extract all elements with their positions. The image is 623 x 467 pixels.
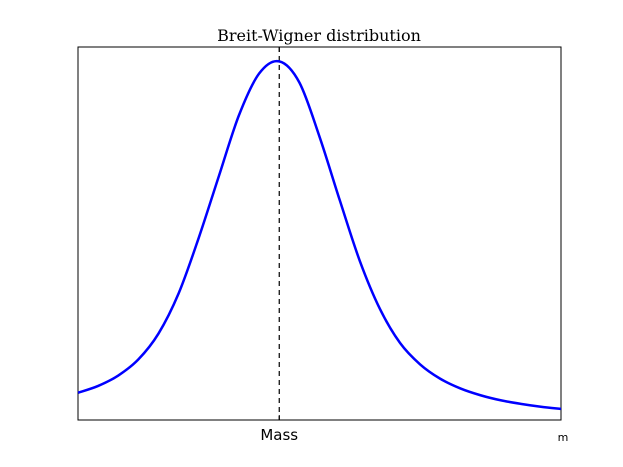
x-tick-label: Mass [260,426,298,444]
plot-frame [77,46,562,421]
x-axis-label: m [558,431,569,444]
x-ticks: Mass [260,47,298,444]
distribution-curve [77,59,562,411]
plot-area [77,47,562,420]
chart-title: Breit-Wigner distribution [217,26,421,45]
